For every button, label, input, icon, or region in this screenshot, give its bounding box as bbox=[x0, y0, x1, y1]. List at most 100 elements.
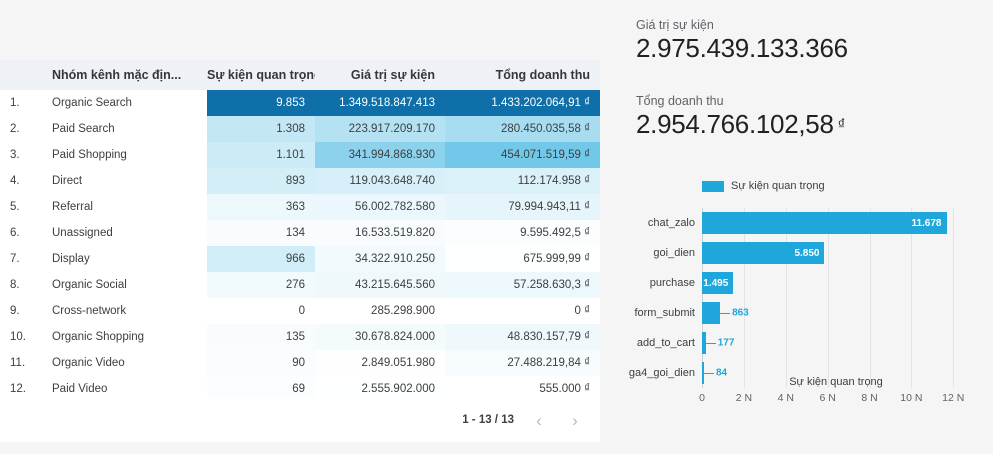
chart-bar[interactable]: 1.495 bbox=[702, 272, 734, 294]
chart-bar[interactable]: 863 bbox=[702, 302, 749, 324]
cell-key-events: 893 bbox=[207, 168, 315, 194]
row-index: 1. bbox=[10, 97, 20, 109]
chart-category-label: form_submit bbox=[634, 307, 695, 319]
chart-x-tick-label: 12 N bbox=[942, 392, 965, 404]
table-row[interactable]: 6. Unassigned 134 16.533.519.820 9.595.492,5… bbox=[0, 220, 600, 246]
chart-label-leader-line bbox=[704, 373, 714, 374]
chart-value-label: 11.678 bbox=[911, 217, 942, 229]
chart-category-label: goi_dien bbox=[653, 247, 695, 259]
table-row[interactable]: 11. Organic Video 90 2.849.051.980 27.488.21… bbox=[0, 350, 600, 376]
chart-x-tick-label: 2 N bbox=[735, 392, 753, 404]
chart-value-label: 863 bbox=[732, 307, 749, 319]
cell-event-value: 1.349.518.847.413 bbox=[315, 90, 445, 116]
chart-bar-row: goi_dien 5.850 bbox=[653, 242, 970, 264]
chart-value-label: 5.850 bbox=[794, 247, 820, 259]
cell-key-events: 9.853 bbox=[207, 90, 315, 116]
cell-key-events: 90 bbox=[207, 350, 315, 376]
chart-bar-row: chat_zalo 11.678 bbox=[648, 212, 970, 234]
column-header-index[interactable] bbox=[0, 60, 52, 90]
cell-total-revenue: 454.071.519,59 ₫ bbox=[445, 142, 600, 168]
table-row[interactable]: 5. Referral 363 56.002.782.580 79.994.943,11… bbox=[0, 194, 600, 220]
chart-value-label: 84 bbox=[716, 367, 728, 379]
column-header-event-value[interactable]: Giá trị sự kiện bbox=[315, 60, 445, 90]
cell-total-revenue: 112.174.958 ₫ bbox=[445, 168, 600, 194]
chart-value-label: 1.495 bbox=[703, 277, 729, 289]
cell-channel-group[interactable]: Display bbox=[52, 253, 90, 265]
table-row[interactable]: 8. Organic Social 276 43.215.645.560 57.258.… bbox=[0, 272, 600, 298]
table-row[interactable]: 4. Direct 893 119.043.648.740 112.174.958 ₫ bbox=[0, 168, 600, 194]
chart-label-leader-line bbox=[705, 343, 716, 344]
table-row[interactable]: 1. Organic Search 9.853 1.349.518.847.413 1.… bbox=[0, 90, 600, 116]
chart-label-leader-line bbox=[720, 313, 731, 314]
chart-bar-row: purchase 1.495 bbox=[650, 272, 970, 294]
chart-x-tick-label: 4 N bbox=[777, 392, 794, 404]
cell-key-events: 134 bbox=[207, 220, 315, 246]
table-row[interactable]: 3. Paid Shopping 1.101 341.994.868.930 454.0… bbox=[0, 142, 600, 168]
chart-value-label: 177 bbox=[717, 337, 735, 349]
cell-event-value: 34.322.910.250 bbox=[315, 246, 445, 272]
channel-group-table-card: Nhóm kênh mặc địn... Sự kiện quan trọng … bbox=[0, 60, 600, 442]
cell-key-events: 966 bbox=[207, 246, 315, 272]
chart-gridline bbox=[785, 208, 787, 388]
table-row[interactable]: 9. Cross-network 0 285.298.900 0 ₫ bbox=[0, 298, 600, 324]
chart-bar[interactable]: 177 bbox=[702, 332, 734, 354]
chart-bar[interactable]: 11.678 bbox=[702, 212, 947, 234]
table-body: 1. Organic Search 9.853 1.349.518.847.413 1.… bbox=[0, 90, 600, 402]
cell-event-value: 119.043.648.740 bbox=[315, 168, 445, 194]
cell-event-value: 285.298.900 bbox=[315, 298, 445, 324]
cell-total-revenue: 1.433.202.064,91 ₫ bbox=[445, 90, 600, 116]
chart-legend[interactable]: Sự kiện quan trọng bbox=[702, 180, 825, 192]
cell-total-revenue: 79.994.943,11 ₫ bbox=[445, 194, 600, 220]
column-header-total-revenue[interactable]: Tổng doanh thu bbox=[445, 60, 600, 90]
chart-gridline bbox=[869, 208, 871, 388]
table-row[interactable]: 12. Paid Video 69 2.555.902.000 555.000 ₫ bbox=[0, 376, 600, 402]
chevron-right-icon[interactable]: › bbox=[572, 410, 578, 430]
chevron-left-icon[interactable]: ‹ bbox=[536, 410, 542, 430]
cell-channel-group[interactable]: Paid Search bbox=[52, 123, 115, 135]
cell-event-value: 43.215.645.560 bbox=[315, 272, 445, 298]
table-row[interactable]: 7. Display 966 34.322.910.250 675.999,99 ₫ bbox=[0, 246, 600, 272]
chart-bar[interactable]: 84 bbox=[702, 362, 727, 384]
table-row[interactable]: 2. Paid Search 1.308 223.917.209.170 280.450… bbox=[0, 116, 600, 142]
table-row[interactable]: 10. Organic Shopping 135 30.678.824.000 48.8… bbox=[0, 324, 600, 350]
cell-event-value: 2.849.051.980 bbox=[315, 350, 445, 376]
cell-channel-group[interactable]: Referral bbox=[52, 201, 93, 213]
chart-bar-row: ga4_goi_dien 84 bbox=[629, 362, 970, 384]
cell-key-events: 276 bbox=[207, 272, 315, 298]
chart-bar[interactable]: 5.850 bbox=[702, 242, 825, 264]
cell-total-revenue: 280.450.035,58 ₫ bbox=[445, 116, 600, 142]
cell-channel-group[interactable]: Cross-network bbox=[52, 305, 127, 317]
chart-x-tick-label: 6 N bbox=[819, 392, 836, 404]
page-range-label: 1 - 13 / 13 bbox=[462, 414, 514, 426]
legend-swatch-icon bbox=[702, 180, 724, 192]
cell-channel-group[interactable]: Organic Shopping bbox=[52, 331, 145, 343]
chart-x-tick-label: 10 N bbox=[900, 392, 923, 404]
chart-gridline bbox=[827, 208, 829, 388]
cell-channel-group[interactable]: Organic Social bbox=[52, 279, 127, 291]
cell-channel-group[interactable]: Organic Video bbox=[52, 357, 125, 369]
chart-gridline bbox=[702, 208, 703, 388]
summary-panel: Giá trị sự kiện 2.975.439.133.366 Tổng d… bbox=[618, 0, 993, 454]
chart-gridline bbox=[911, 208, 913, 388]
cell-channel-group[interactable]: Direct bbox=[52, 175, 83, 187]
cell-channel-group[interactable]: Organic Search bbox=[52, 97, 132, 109]
scorecard-event-value: Giá trị sự kiện 2.975.439.133.366 bbox=[636, 18, 848, 64]
row-index: 12. bbox=[10, 383, 26, 395]
row-index: 4. bbox=[10, 175, 20, 187]
row-index: 2. bbox=[10, 123, 20, 135]
cell-key-events: 1.308 bbox=[207, 116, 315, 142]
chart-gridline bbox=[743, 208, 745, 388]
cell-event-value: 16.533.519.820 bbox=[315, 220, 445, 246]
cell-channel-group[interactable]: Paid Video bbox=[52, 383, 108, 395]
row-index: 7. bbox=[10, 253, 20, 265]
cell-total-revenue: 9.595.492,5 ₫ bbox=[445, 220, 600, 246]
cell-channel-group[interactable]: Unassigned bbox=[52, 227, 113, 239]
column-header-channel-group[interactable]: Nhóm kênh mặc địn... bbox=[52, 60, 207, 90]
cell-channel-group[interactable]: Paid Shopping bbox=[52, 149, 127, 161]
row-index: 8. bbox=[10, 279, 20, 291]
scorecard-total-revenue-number: 2.954.766.102,58 ₫ bbox=[636, 109, 845, 140]
column-header-key-events[interactable]: Sự kiện quan trọng bbox=[207, 60, 315, 90]
scorecard-total-revenue: Tổng doanh thu 2.954.766.102,58 ₫ bbox=[636, 94, 845, 140]
scorecard-total-revenue-text: 2.954.766.102,58 bbox=[636, 109, 834, 139]
cell-key-events: 69 bbox=[207, 376, 315, 402]
